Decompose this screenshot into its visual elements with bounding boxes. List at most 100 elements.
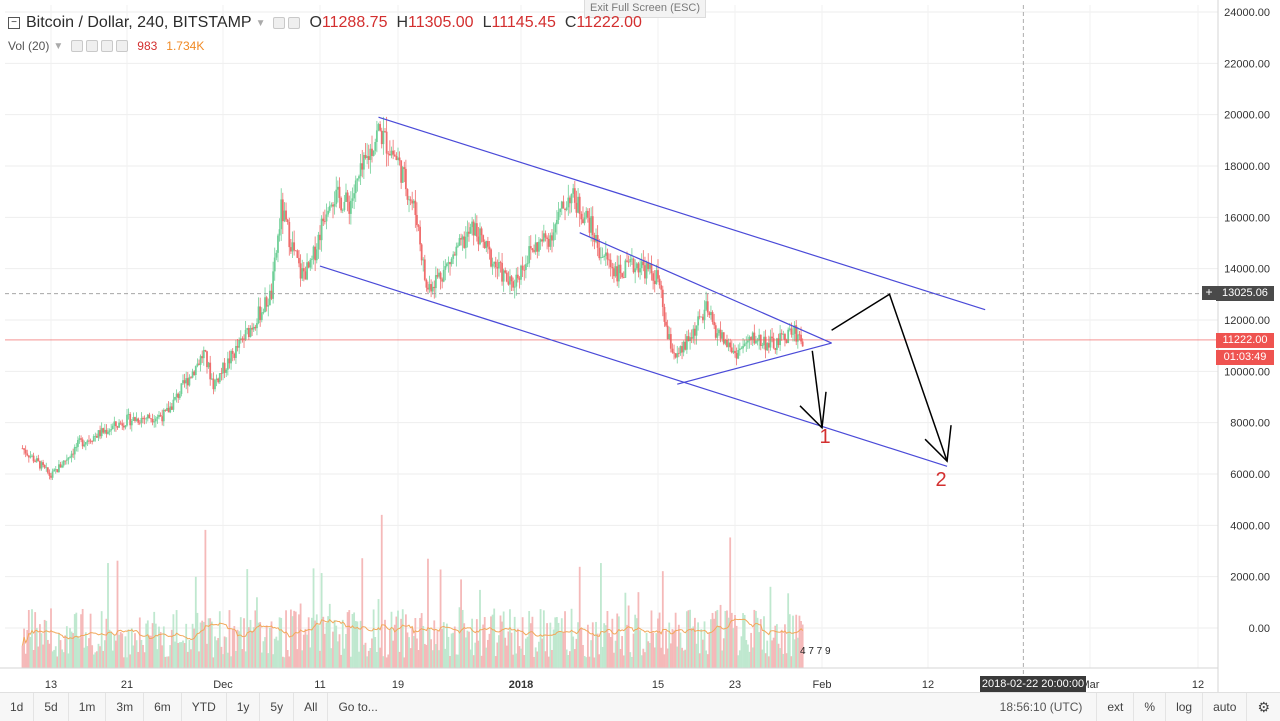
volume-bar	[270, 621, 273, 668]
close-icon[interactable]	[116, 40, 129, 52]
candle-body	[751, 332, 754, 340]
candle-body	[724, 339, 727, 344]
candle-body	[23, 448, 25, 450]
candle-body	[110, 429, 113, 431]
range-all-button[interactable]: All	[294, 693, 329, 721]
candle-body	[679, 346, 682, 354]
events-badge[interactable]: 4 7 7 9	[800, 646, 831, 657]
volume-bar	[272, 654, 275, 668]
volume-bar	[119, 631, 122, 668]
range-3m-button[interactable]: 3m	[106, 693, 145, 721]
volume-indicator-label[interactable]: Vol (20)	[8, 39, 50, 53]
goto-date-button[interactable]: Go to...	[338, 700, 378, 714]
volume-bar	[479, 589, 481, 668]
volume-bar	[153, 611, 156, 668]
chevron-down-icon[interactable]: ▼	[255, 17, 266, 29]
gear-icon[interactable]: ⚙	[1257, 699, 1270, 715]
volume-bar	[267, 653, 270, 668]
volume-bar	[397, 610, 399, 668]
candle-body	[377, 124, 380, 131]
candle-body	[626, 260, 628, 262]
volume-bar	[140, 639, 143, 668]
volume-bar	[27, 609, 30, 668]
settings-mini-icon[interactable]	[86, 40, 99, 52]
candle-body	[265, 297, 268, 307]
candle-body	[727, 342, 730, 347]
volume-bar	[629, 652, 632, 668]
volume-bar	[167, 656, 170, 668]
volume-bar	[663, 654, 666, 668]
volume-bar	[693, 617, 696, 668]
candle-body	[490, 249, 492, 267]
volume-bar	[730, 612, 733, 668]
volume-bar	[61, 649, 63, 668]
candle-body	[520, 265, 522, 280]
extended-hours-toggle[interactable]: ext	[1096, 693, 1135, 721]
log-scale-toggle[interactable]: log	[1166, 693, 1204, 721]
volume-bar	[547, 656, 550, 668]
candle-body	[264, 297, 266, 313]
eye-icon[interactable]	[71, 40, 84, 52]
plus-icon[interactable]	[101, 40, 114, 52]
volume-bar	[154, 623, 157, 668]
price-chart[interactable]: 12 24000.0022000.0020000.0018000.0016000…	[0, 0, 1280, 692]
volume-bar	[260, 652, 263, 668]
volume-bar	[126, 657, 128, 668]
volume-bar	[99, 646, 101, 668]
collapse-icon[interactable]: −	[8, 17, 20, 29]
auto-scale-toggle[interactable]: auto	[1203, 693, 1248, 721]
close-label: C	[564, 14, 577, 31]
volume-bar	[761, 649, 764, 668]
range-5d-button[interactable]: 5d	[34, 693, 69, 721]
candle-body	[719, 329, 722, 339]
volume-bar	[265, 625, 268, 668]
volume-bar	[220, 646, 223, 668]
candle-body	[441, 279, 444, 282]
candle-body	[194, 366, 197, 376]
candle-body	[482, 235, 485, 242]
volume-bar	[457, 654, 459, 668]
volume-bar	[695, 643, 698, 668]
candle-body	[572, 188, 575, 194]
candle-body	[142, 417, 144, 419]
volume-bar	[281, 656, 284, 668]
range-5y-button[interactable]: 5y	[260, 693, 295, 721]
volume-bar	[249, 619, 252, 668]
range-6m-button[interactable]: 6m	[144, 693, 182, 721]
candle-body	[146, 414, 149, 419]
candle-body	[486, 241, 489, 247]
eye-icon[interactable]	[273, 17, 286, 29]
volume-bar	[135, 640, 138, 668]
candle-body	[673, 352, 675, 354]
volume-bar	[395, 616, 398, 668]
high-value: 11305.00	[408, 14, 474, 31]
volume-bar	[251, 630, 253, 668]
add-alert-plus-icon[interactable]: +	[1202, 286, 1216, 300]
exit-fullscreen-button[interactable]: Exit Full Screen (ESC)	[584, 0, 706, 18]
volume-bar	[341, 619, 344, 668]
range-1d-button[interactable]: 1d	[0, 693, 35, 721]
volume-bar	[746, 644, 749, 668]
volume-bar	[358, 651, 360, 668]
volume-bar	[384, 619, 386, 668]
candle-body	[132, 417, 135, 421]
candle-body	[668, 334, 671, 340]
volume-bar	[639, 630, 641, 668]
candle-body	[367, 156, 370, 160]
range-1y-button[interactable]: 1y	[227, 693, 261, 721]
volume-bar	[784, 624, 786, 668]
candle-body	[340, 197, 343, 211]
chevron-down-icon[interactable]: ▼	[53, 40, 64, 52]
volume-bar	[738, 650, 741, 668]
candle-body	[336, 186, 339, 190]
utc-clock[interactable]: 18:56:10 (UTC)	[999, 700, 1083, 714]
candle-body	[738, 348, 741, 351]
range-1m-button[interactable]: 1m	[69, 693, 107, 721]
settings-mini-icon[interactable]	[288, 17, 301, 29]
volume-bar	[96, 651, 98, 668]
range-ytd-button[interactable]: YTD	[182, 693, 227, 721]
volume-bar	[729, 537, 732, 668]
candle-body	[186, 378, 189, 386]
percent-scale-toggle[interactable]: %	[1134, 693, 1167, 721]
candle-body	[403, 167, 406, 169]
